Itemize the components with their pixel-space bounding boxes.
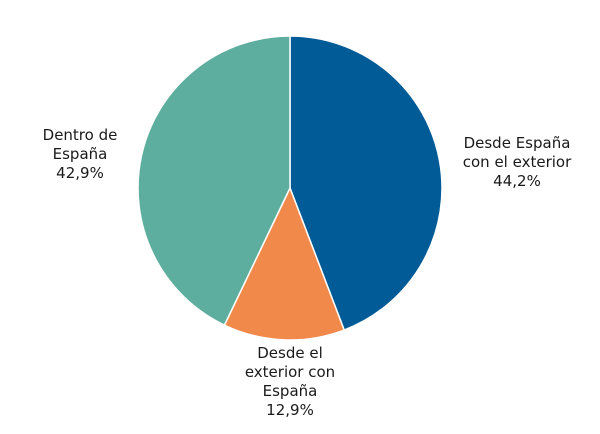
slice-label-desde-el-exterior-con-espana: Desde el exterior con España 12,9% — [215, 344, 365, 420]
slice-label-line: Desde España — [463, 134, 571, 152]
slice-value-label: 44,2% — [493, 172, 541, 190]
pie-slice-1 — [223, 187, 345, 341]
slice-label-line: con el exterior — [462, 153, 572, 171]
slice-label-line: España — [52, 145, 108, 163]
pie-slice-0 — [289, 35, 443, 331]
slice-label-line: Dentro de — [42, 126, 118, 144]
slice-value-label: 42,9% — [56, 164, 104, 182]
pie-slice-2 — [137, 35, 291, 326]
slice-label-line: exterior con — [244, 363, 336, 381]
slice-value-label: 12,9% — [266, 401, 314, 419]
slice-label-line: España — [262, 382, 318, 400]
slice-label-line: Desde el — [257, 344, 323, 362]
slice-label-dentro-de-espana: Dentro de España 42,9% — [25, 126, 135, 183]
slice-label-desde-espana-con-el-exterior: Desde España con el exterior 44,2% — [452, 134, 582, 191]
